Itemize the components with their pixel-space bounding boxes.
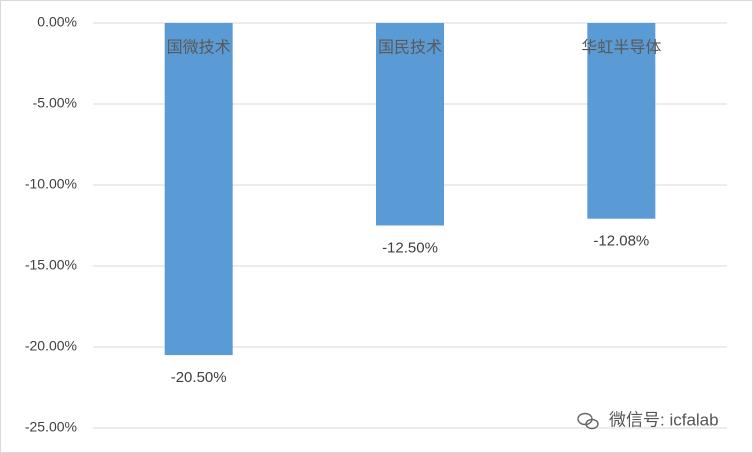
x-tick-label: 国微技术 — [167, 38, 231, 57]
y-tick-label: -20.00% — [25, 338, 77, 354]
y-tick-label: -15.00% — [25, 257, 77, 273]
y-tick-label: -25.00% — [25, 419, 77, 435]
y-tick-label: -5.00% — [33, 95, 77, 111]
y-tick-label: 0.00% — [37, 14, 77, 30]
x-tick-label: 国民技术 — [378, 38, 442, 57]
x-tick-label: 华虹半导体 — [581, 38, 661, 57]
bar — [164, 23, 233, 356]
watermark: 微信号: icfalab — [609, 410, 719, 429]
watermark-icon — [577, 412, 599, 430]
bar — [587, 23, 656, 219]
bar — [376, 23, 444, 226]
data-label: -12.08% — [593, 233, 649, 250]
data-label: -20.50% — [171, 369, 227, 386]
data-label: -12.50% — [382, 239, 438, 256]
y-tick-label: -10.00% — [25, 176, 77, 192]
